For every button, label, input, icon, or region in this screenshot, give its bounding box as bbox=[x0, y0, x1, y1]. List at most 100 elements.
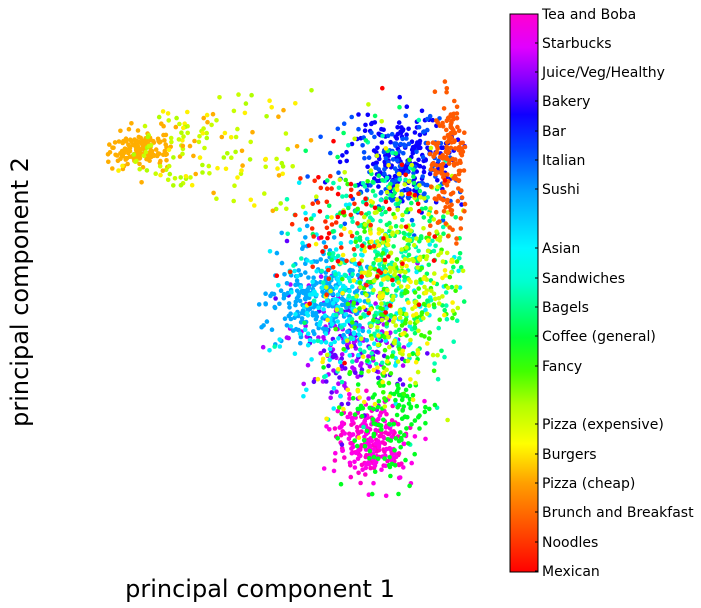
data-point bbox=[281, 107, 286, 113]
data-point bbox=[456, 178, 462, 184]
data-point bbox=[413, 359, 419, 365]
data-point bbox=[362, 128, 368, 133]
data-point bbox=[355, 221, 360, 226]
data-point bbox=[149, 148, 155, 154]
data-point bbox=[115, 158, 121, 164]
data-point bbox=[390, 282, 396, 288]
data-point bbox=[430, 238, 435, 244]
data-point bbox=[408, 337, 413, 343]
data-point bbox=[449, 212, 455, 217]
data-point bbox=[380, 178, 385, 183]
data-point bbox=[445, 172, 450, 177]
data-point bbox=[347, 288, 352, 294]
data-point bbox=[347, 392, 352, 397]
data-point bbox=[371, 367, 377, 373]
data-point bbox=[288, 324, 294, 329]
data-point bbox=[348, 433, 353, 439]
data-point bbox=[158, 172, 163, 178]
data-point bbox=[427, 218, 432, 224]
data-point bbox=[307, 337, 313, 343]
data-point bbox=[428, 206, 433, 211]
colorbar-label: Brunch and Breakfast bbox=[542, 505, 694, 521]
data-point bbox=[221, 155, 227, 160]
data-point bbox=[459, 188, 464, 193]
data-point bbox=[427, 171, 433, 177]
data-point bbox=[350, 320, 355, 325]
data-point bbox=[348, 335, 354, 341]
data-point bbox=[442, 354, 447, 360]
data-point bbox=[412, 192, 418, 198]
data-point bbox=[426, 303, 432, 308]
data-point bbox=[397, 377, 403, 382]
data-point bbox=[284, 281, 290, 286]
data-point bbox=[436, 301, 442, 306]
data-point bbox=[452, 98, 457, 104]
data-point bbox=[351, 247, 357, 252]
data-point bbox=[376, 416, 381, 422]
data-point bbox=[401, 441, 407, 447]
data-point bbox=[377, 383, 383, 389]
data-point bbox=[450, 127, 456, 133]
data-point bbox=[383, 156, 389, 161]
data-point bbox=[429, 162, 435, 168]
data-point bbox=[321, 466, 327, 471]
data-point bbox=[409, 460, 415, 466]
data-point bbox=[444, 303, 449, 308]
data-point bbox=[362, 229, 367, 234]
data-point bbox=[277, 337, 283, 342]
data-point bbox=[341, 346, 347, 352]
data-point bbox=[375, 274, 380, 279]
data-point bbox=[303, 210, 308, 216]
data-point bbox=[326, 231, 332, 236]
data-point bbox=[376, 398, 382, 404]
data-point bbox=[444, 155, 449, 161]
data-point bbox=[302, 296, 308, 302]
data-point bbox=[423, 420, 428, 426]
data-point bbox=[280, 171, 286, 177]
data-point bbox=[332, 426, 338, 431]
data-point bbox=[342, 366, 348, 371]
data-point bbox=[445, 285, 451, 291]
data-point bbox=[318, 185, 324, 191]
data-point bbox=[425, 248, 431, 254]
data-point bbox=[165, 177, 171, 183]
data-point bbox=[400, 212, 405, 218]
data-point bbox=[338, 481, 344, 487]
data-point bbox=[379, 140, 385, 145]
data-point bbox=[382, 159, 388, 165]
data-point bbox=[342, 360, 347, 366]
data-point bbox=[374, 153, 380, 158]
data-point bbox=[383, 493, 389, 499]
data-point bbox=[380, 277, 386, 282]
data-point bbox=[314, 194, 319, 199]
data-point bbox=[336, 170, 341, 175]
data-point bbox=[335, 253, 341, 259]
data-point bbox=[440, 189, 445, 195]
data-point bbox=[376, 375, 381, 381]
data-point bbox=[357, 341, 363, 347]
data-point bbox=[435, 220, 441, 225]
data-point bbox=[231, 108, 237, 114]
data-point bbox=[393, 323, 399, 328]
data-point bbox=[407, 232, 412, 237]
data-point bbox=[364, 236, 370, 242]
data-point bbox=[276, 283, 281, 288]
data-point bbox=[436, 296, 442, 301]
data-point bbox=[410, 151, 416, 156]
data-point bbox=[386, 238, 391, 243]
data-point bbox=[345, 181, 350, 187]
data-point bbox=[336, 405, 342, 410]
data-point bbox=[267, 348, 272, 353]
data-point bbox=[444, 250, 450, 256]
data-point bbox=[388, 225, 394, 230]
data-point bbox=[330, 253, 336, 259]
data-point bbox=[164, 158, 169, 163]
data-point bbox=[375, 404, 381, 410]
data-point bbox=[367, 448, 373, 454]
data-point bbox=[371, 287, 376, 293]
data-point bbox=[326, 203, 332, 209]
data-point bbox=[179, 130, 184, 135]
data-point bbox=[379, 467, 384, 473]
data-point bbox=[397, 149, 402, 154]
data-point bbox=[449, 284, 455, 290]
